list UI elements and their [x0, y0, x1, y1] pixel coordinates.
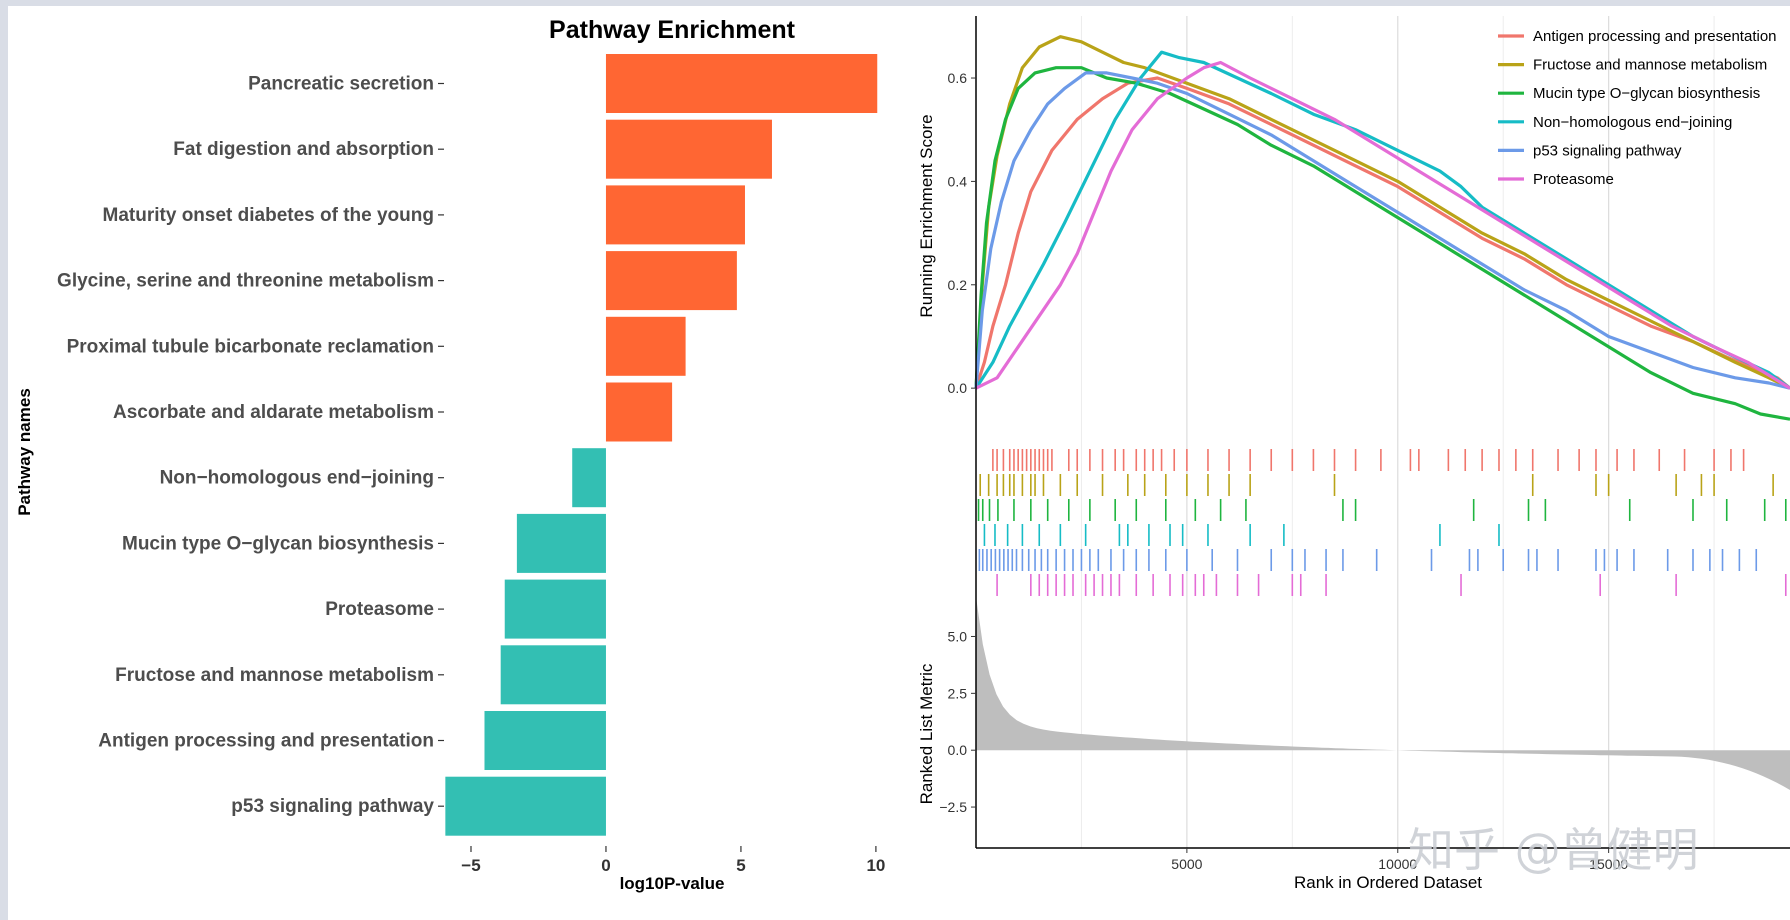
pathway-label: Ascorbate and aldarate metabolism: [113, 402, 434, 423]
gsea-x-axis-title: Rank in Ordered Dataset: [1294, 873, 1482, 892]
ranked-metric-area: [976, 596, 1790, 790]
x-tick-labels: −5 0 5 10: [461, 846, 885, 875]
pathway-label: Fructose and mannose metabolism: [115, 665, 434, 686]
pathway-label: Maturity onset diabetes of the young: [103, 205, 434, 226]
bar: [572, 448, 606, 508]
metric-y-axis-title: Ranked List Metric: [917, 663, 936, 804]
series-line: [974, 35, 1790, 390]
y-tick-label: 0.2: [948, 277, 968, 293]
bar: [500, 645, 606, 705]
bar: [605, 251, 737, 311]
bar: [605, 54, 878, 113]
x-tick-label: −5: [461, 856, 480, 875]
metric-tick-label: 0.0: [948, 742, 968, 758]
pathway-label: Fat digestion and absorption: [173, 139, 434, 160]
x-tick-label: 0: [601, 856, 610, 875]
series-line: [974, 50, 1790, 390]
pathway-label: Proximal tubule bicarbonate reclamation: [67, 336, 434, 357]
gsea-y-axis-title: Running Enrichment Score: [917, 114, 936, 317]
legend-label: Proteasome: [1533, 171, 1614, 188]
pathway-label: Proteasome: [325, 599, 434, 620]
bar: [504, 579, 606, 639]
metric-tick-label: 5.0: [948, 628, 968, 644]
pathway-label: p53 signaling pathway: [231, 796, 434, 817]
bar-chart-panel: Pathway Enrichment Pancreatic secretion F…: [15, 16, 885, 893]
x-tick-label: 15000: [1589, 856, 1628, 872]
legend-label: Non−homologous end−joining: [1533, 114, 1732, 131]
pathway-label: Mucin type O−glycan biosynthesis: [122, 533, 434, 554]
series-line: [974, 66, 1790, 421]
pathway-label: Antigen processing and presentation: [98, 731, 434, 752]
legend-label: Antigen processing and presentation: [1533, 28, 1777, 45]
series-line: [974, 76, 1790, 390]
pathway-label: Pancreatic secretion: [248, 74, 434, 95]
bar: [605, 382, 673, 442]
legend-label: Mucin type O−glycan biosynthesis: [1533, 85, 1760, 102]
hit-rug: [977, 449, 1787, 596]
bar: [605, 185, 745, 245]
watermark: 知乎 @曾健明: [1408, 823, 1699, 877]
y-tick-label: 0.0: [948, 380, 968, 396]
series-line: [974, 71, 1790, 390]
figure-svg: Pathway Enrichment Pancreatic secretion F…: [15, 16, 1790, 893]
metric-tick-label: 2.5: [948, 685, 968, 701]
legend-label: p53 signaling pathway: [1533, 142, 1682, 159]
y-tick-label: 0.4: [948, 173, 968, 189]
gsea-gridlines: [1080, 16, 1715, 848]
metric-tick-label: −2.5: [939, 799, 967, 815]
gsea-axes: [975, 16, 1790, 849]
pathway-label: Glycine, serine and threonine metabolism: [57, 271, 434, 292]
y-tick-label: 0.6: [948, 70, 968, 86]
x-tick-label: 5000: [1171, 856, 1202, 872]
bar: [605, 316, 686, 376]
y-axis-title: Pathway names: [15, 388, 34, 516]
pathway-label: Non−homologous end−joining: [160, 468, 434, 489]
x-tick-label: 5: [736, 856, 745, 875]
x-axis-title: log10P-value: [620, 874, 725, 893]
x-tick-label: 10: [866, 856, 885, 875]
legend-label: Fructose and mannose metabolism: [1533, 57, 1767, 74]
running-score-lines: [974, 35, 1790, 421]
figure-canvas: Pathway Enrichment Pancreatic secretion F…: [8, 6, 1790, 920]
bar: [484, 711, 606, 770]
pathway-labels: Pancreatic secretion Fat digestion and ab…: [57, 74, 444, 817]
legend: Antigen processing and presentation Fruct…: [1498, 28, 1777, 188]
bars-group: [445, 54, 878, 836]
x-tick-label: 10000: [1378, 856, 1417, 872]
bar: [516, 513, 606, 573]
bar: [445, 776, 606, 836]
bar: [605, 119, 772, 179]
gsea-tick-labels: 0.0 0.2 0.4 0.6 −2.5 0.0 2.5 5.0 5000 10000 15000: [939, 70, 1628, 872]
chart-title: Pathway Enrichment: [549, 16, 796, 44]
series-line: [975, 60, 1790, 390]
